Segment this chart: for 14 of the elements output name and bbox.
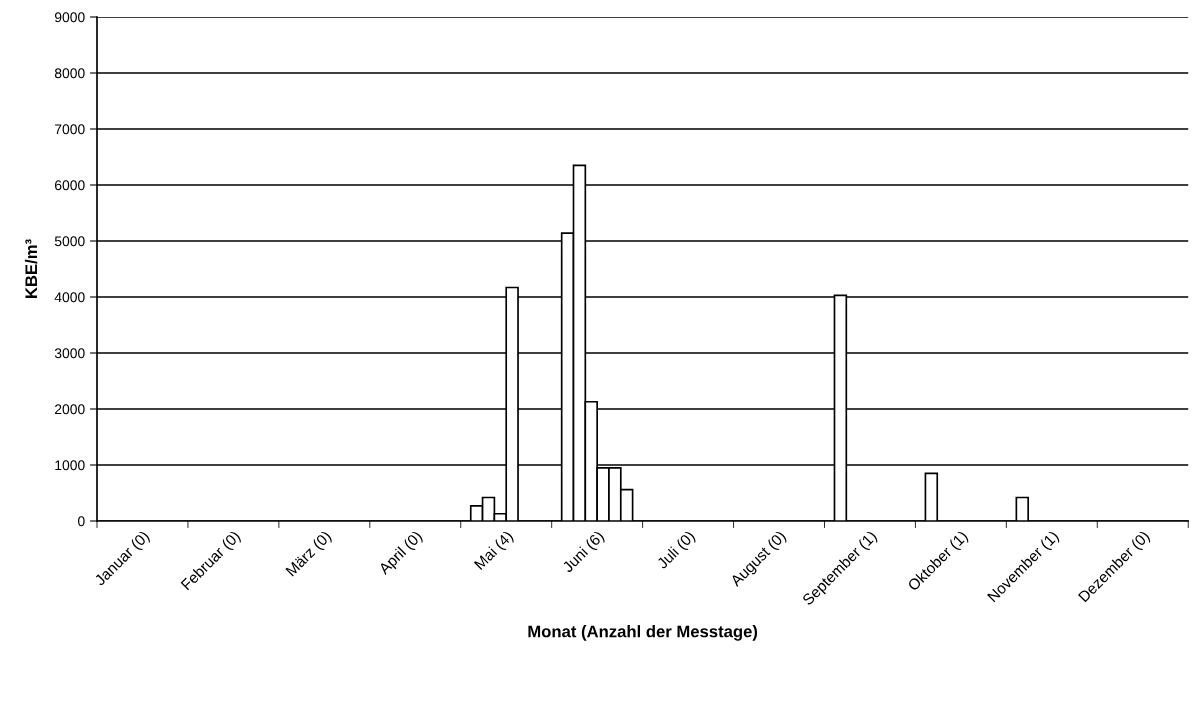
y-tick-label: 7000 — [55, 124, 85, 135]
y-tick-label: 9000 — [54, 12, 85, 23]
x-tick-label: Mai (4) — [473, 530, 516, 573]
y-tick-label: 5000 — [54, 236, 85, 247]
y-tick-label: 6000 — [55, 180, 85, 191]
y-tick-label: 4000 — [54, 292, 85, 303]
y-axis-title: KBE/m³ — [24, 239, 38, 298]
y-tick-label: 8000 — [54, 68, 85, 79]
x-tick-label: Juli (0) — [655, 530, 698, 572]
y-tick-label: 0 — [78, 516, 85, 527]
y-tick-label: 3000 — [54, 348, 85, 359]
x-axis-title: Monat (Anzahl der Messtage) — [528, 625, 758, 641]
y-tick-label: 2000 — [55, 404, 85, 415]
y-tick-label: 1000 — [55, 460, 85, 471]
